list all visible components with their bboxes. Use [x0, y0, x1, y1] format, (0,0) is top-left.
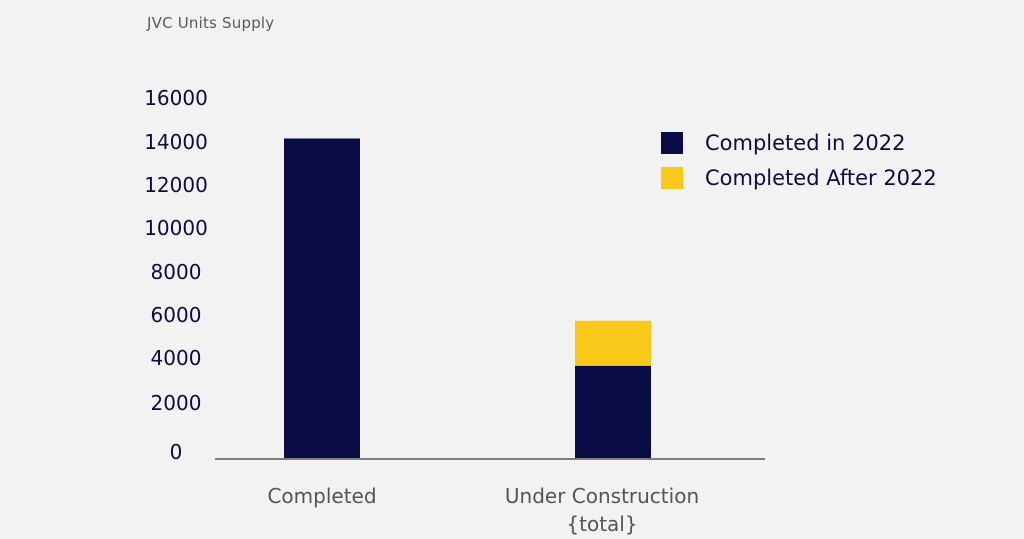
legend-label: Completed After 2022	[705, 166, 937, 190]
legend-label: Completed in 2022	[705, 131, 905, 155]
legend-swatch	[661, 167, 683, 189]
bar-completed-in-2022-1	[575, 365, 651, 458]
x-category-label: Completed	[267, 484, 376, 508]
y-tick-label: 16000	[144, 86, 208, 110]
chart-title: JVC Units Supply	[147, 14, 275, 32]
y-tick-label: 12000	[144, 173, 208, 197]
y-tick-label: 2000	[151, 391, 202, 415]
legend-swatch	[661, 132, 683, 154]
bar-completed-after-2022-1	[575, 320, 651, 366]
x-category-label: {total}	[566, 512, 637, 536]
bar-completed-in-2022-0	[284, 138, 360, 458]
y-tick-label: 8000	[151, 260, 202, 284]
y-tick-label: 0	[170, 440, 183, 464]
y-tick-label: 14000	[144, 130, 208, 154]
y-tick-label: 4000	[151, 346, 202, 370]
y-tick-label: 6000	[151, 303, 202, 327]
y-tick-label: 10000	[144, 216, 208, 240]
x-category-label: Under Construction	[505, 484, 699, 508]
